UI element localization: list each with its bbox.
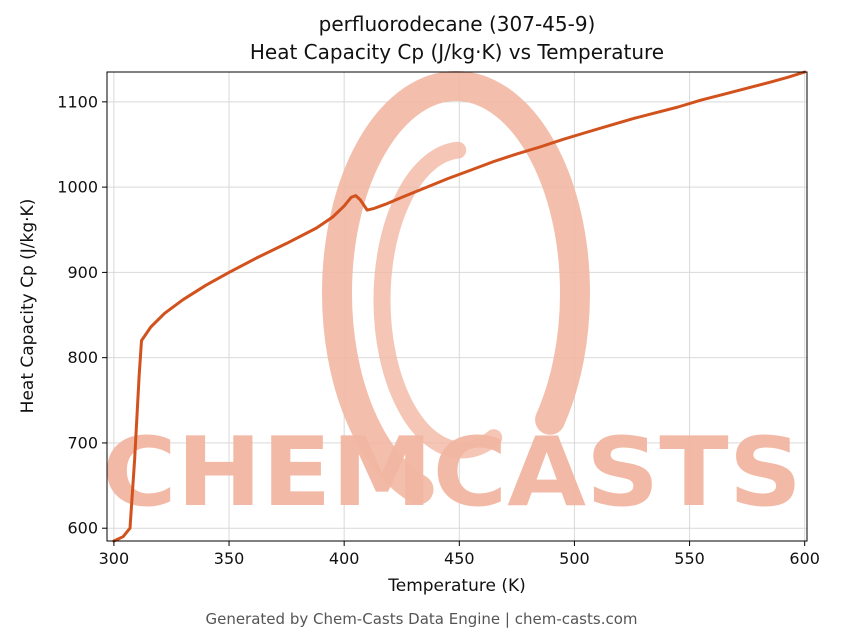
- y-axis-label: Heat Capacity Cp (J/kg·K): [18, 198, 38, 414]
- y-tick-label: 700: [67, 433, 98, 452]
- x-tick-label: 450: [444, 549, 475, 568]
- y-tick-label: 600: [67, 519, 98, 538]
- watermark-text: CHEMCASTS: [102, 418, 802, 528]
- x-tick-label: 600: [789, 549, 820, 568]
- y-tick-label: 1100: [57, 92, 98, 111]
- cp-data-line: [112, 70, 807, 543]
- x-tick-label: 400: [329, 549, 360, 568]
- x-tick-label: 500: [559, 549, 590, 568]
- x-tick-label: 550: [674, 549, 705, 568]
- x-tick-label: 300: [99, 549, 130, 568]
- watermark-ring-icon: [322, 71, 590, 515]
- y-tick-label: 800: [67, 348, 98, 367]
- y-tick-label: 900: [67, 263, 98, 282]
- x-tick-label: 350: [214, 549, 245, 568]
- plot-border: [106, 71, 808, 542]
- y-tick-label: 1000: [57, 178, 98, 197]
- watermark-ring-inner-icon: [373, 141, 551, 459]
- x-axis-label: Temperature (K): [388, 576, 526, 596]
- chart-title-line1: perfluorodecane (307-45-9): [318, 12, 596, 36]
- chart-title-line2: Heat Capacity Cp (J/kg·K) vs Temperature: [249, 40, 665, 64]
- chart-title: perfluorodecane (307-45-9) Heat Capacity…: [107, 10, 807, 66]
- footer-text: Generated by Chem-Casts Data Engine | ch…: [205, 610, 638, 628]
